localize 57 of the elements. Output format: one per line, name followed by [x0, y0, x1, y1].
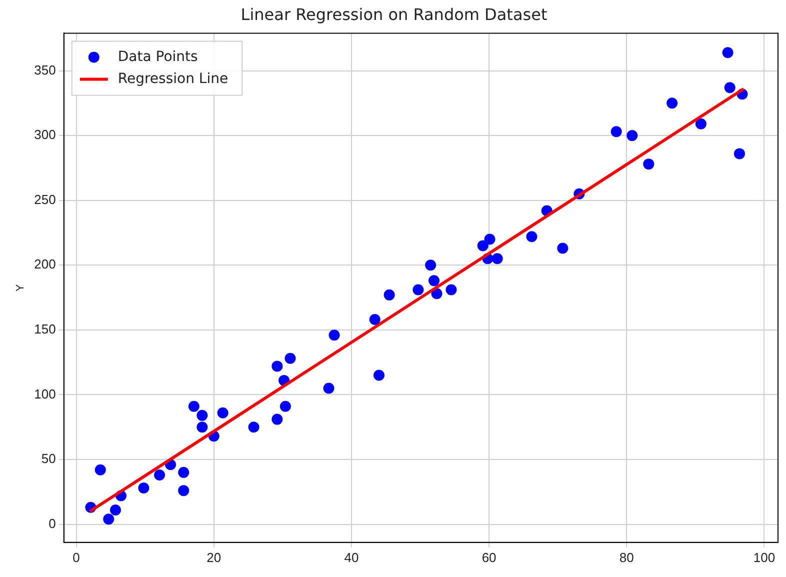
point [477, 240, 488, 252]
point [188, 400, 200, 412]
point [412, 284, 424, 296]
point [284, 352, 296, 364]
point [217, 407, 228, 418]
y-tick-label: 0 [48, 516, 56, 531]
point [196, 422, 208, 433]
point [484, 234, 496, 245]
point [626, 130, 638, 142]
point [103, 514, 114, 525]
point [110, 504, 121, 516]
point [722, 47, 734, 58]
point [373, 370, 384, 381]
point [666, 98, 678, 109]
point [272, 414, 283, 425]
point [178, 466, 190, 478]
x-tick-label: 100 [753, 550, 776, 565]
point [248, 422, 260, 433]
y-tick-label: 300 [34, 127, 56, 142]
y-tick-label: 250 [34, 192, 56, 207]
y-tick-label: 100 [34, 386, 56, 402]
point [138, 482, 150, 494]
point [526, 231, 538, 242]
point [425, 260, 436, 271]
y-tick-label: 350 [34, 62, 56, 78]
x-tick-label: 80 [619, 550, 634, 565]
x-tick-label: 0 [72, 550, 80, 565]
point [610, 126, 622, 138]
point [280, 400, 291, 412]
point [328, 330, 340, 341]
point [431, 288, 442, 300]
x-tick-label: 40 [344, 550, 359, 565]
point [272, 360, 283, 372]
y-tick-label: 50 [41, 451, 56, 466]
legend-label: Regression Line [118, 70, 228, 87]
x-tick-label: 60 [482, 550, 496, 565]
y-tick-label: 150 [34, 321, 56, 336]
point [154, 470, 166, 481]
chart-title: Linear Regression on Random Dataset [240, 4, 548, 24]
point [643, 158, 654, 170]
point [734, 148, 745, 160]
point [446, 284, 457, 296]
point [384, 289, 395, 300]
point [724, 82, 736, 94]
point [94, 464, 106, 476]
point [323, 382, 334, 394]
point [196, 410, 208, 421]
point [492, 253, 503, 264]
point [557, 242, 568, 254]
legend-label: Data Points [118, 48, 198, 65]
point [369, 314, 380, 326]
y-tick-label: 200 [34, 256, 56, 272]
x-tick-label: 20 [206, 550, 222, 565]
point [178, 485, 190, 496]
point [428, 275, 440, 286]
point [695, 118, 706, 130]
y-axis-title: Y [14, 283, 27, 292]
